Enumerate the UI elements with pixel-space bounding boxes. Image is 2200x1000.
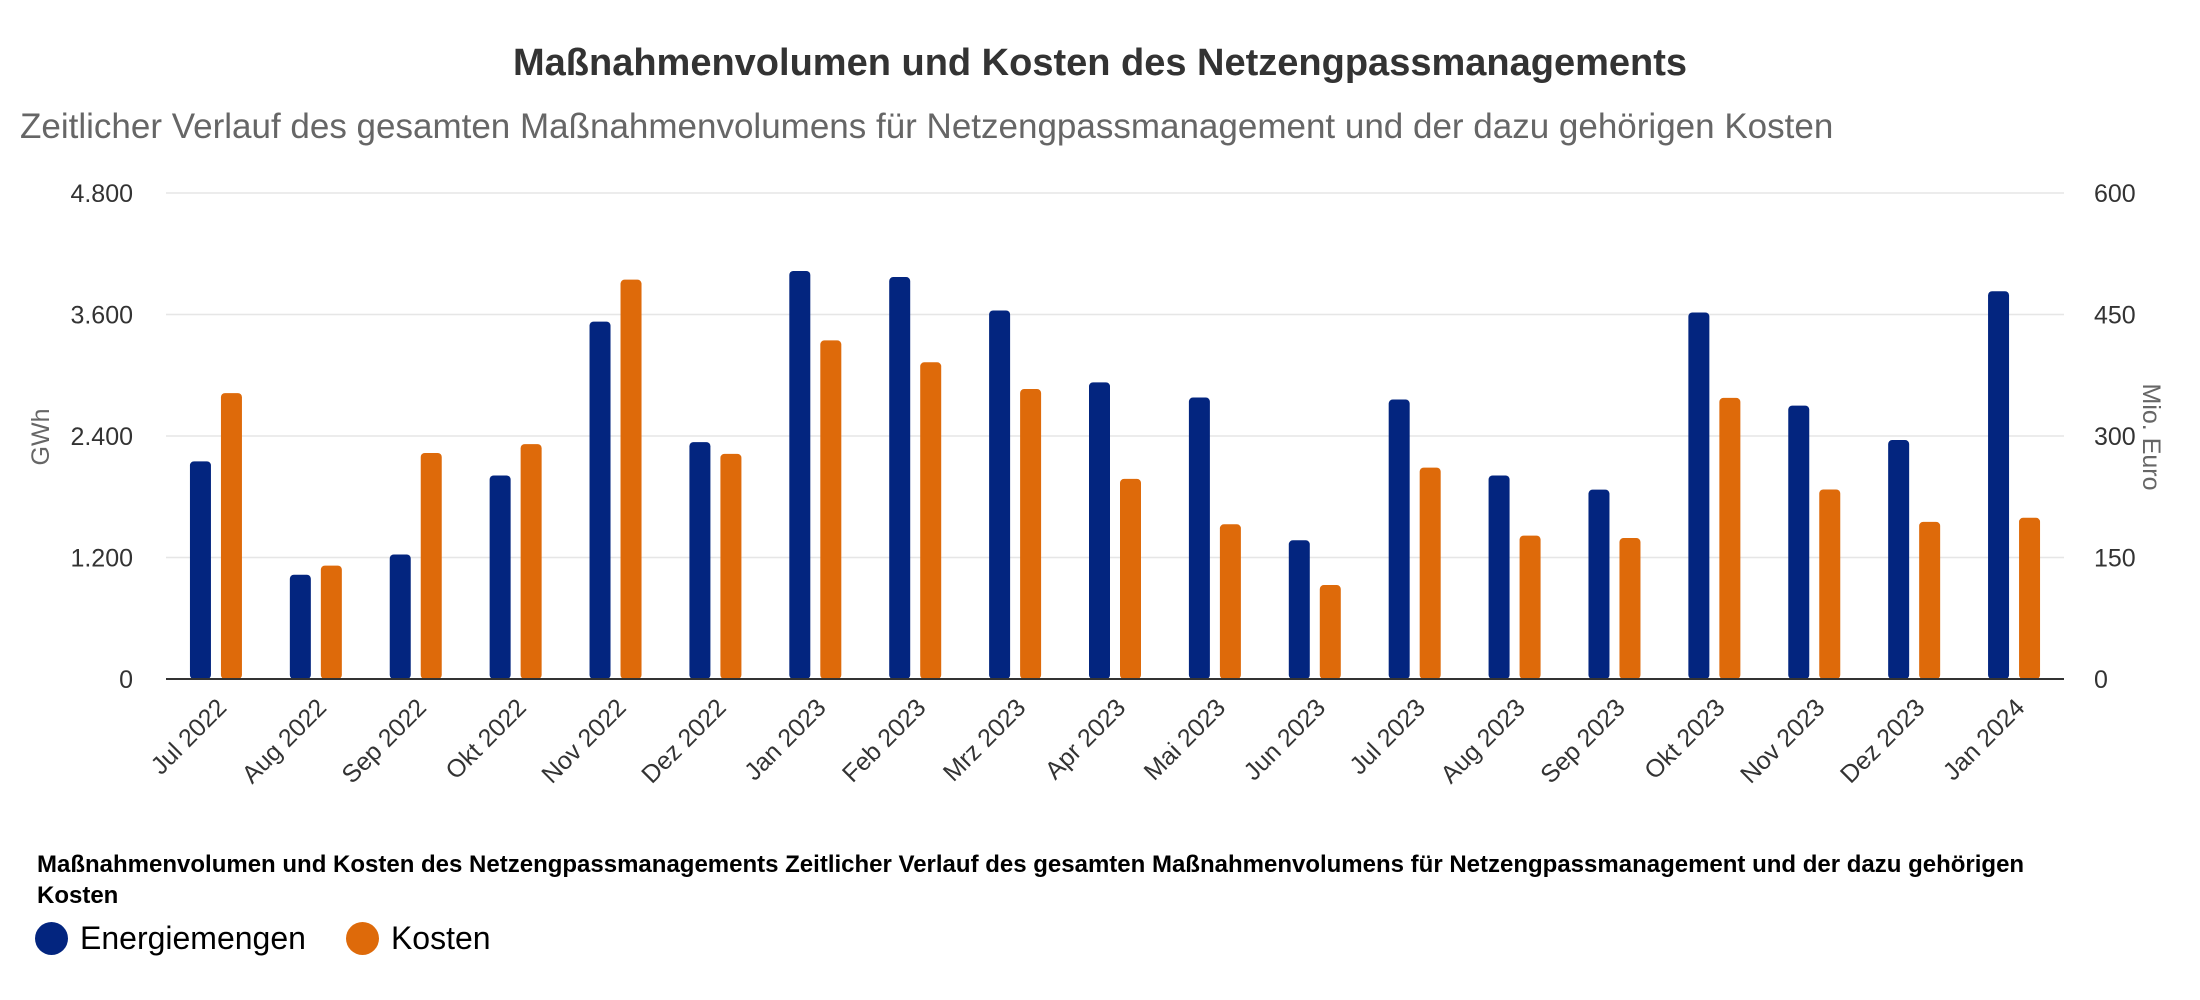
bar-energiemengen bbox=[1388, 399, 1410, 679]
x-tick-label: Nov 2022 bbox=[536, 693, 631, 788]
bar-kosten bbox=[1419, 467, 1441, 679]
bar-kosten bbox=[1619, 538, 1641, 679]
bar-energiemengen bbox=[389, 554, 411, 679]
legend-label-kosten: Kosten bbox=[390, 920, 491, 956]
bar-kosten bbox=[520, 444, 542, 679]
bar-kosten bbox=[1819, 489, 1841, 679]
bar-kosten bbox=[1020, 389, 1042, 679]
bar-kosten bbox=[620, 279, 642, 679]
chart-subtitle: Zeitlicher Verlauf des gesamten Maßnahme… bbox=[20, 107, 1834, 146]
chart-title: Maßnahmenvolumen und Kosten des Netzengp… bbox=[512, 42, 1687, 84]
x-tick-label: Mai 2023 bbox=[1139, 693, 1232, 786]
x-tick-label: Jan 2024 bbox=[1938, 693, 2031, 786]
bar-kosten bbox=[1519, 535, 1541, 679]
bar-energiemengen bbox=[1488, 475, 1510, 679]
bar-kosten bbox=[420, 453, 442, 679]
legend-marker-energiemengen bbox=[35, 922, 68, 955]
bar-kosten bbox=[820, 340, 842, 679]
y-tick-label-left: 1.200 bbox=[70, 545, 133, 573]
x-tick-label: Mrz 2023 bbox=[938, 693, 1031, 786]
legend-item-energiemengen[interactable]: Energiemengen bbox=[35, 920, 306, 957]
bar-energiemengen bbox=[789, 270, 811, 679]
bar-energiemengen bbox=[1988, 291, 2010, 679]
legend-item-kosten[interactable]: Kosten bbox=[345, 920, 491, 957]
x-tick-label: Jun 2023 bbox=[1238, 693, 1331, 786]
y-axis-title-left: GWh bbox=[27, 409, 55, 466]
bar-kosten bbox=[1919, 521, 1941, 679]
bar-kosten bbox=[1719, 397, 1741, 679]
x-tick-label: Jan 2023 bbox=[739, 693, 832, 786]
chart-plot: 0 1.200 2.400 3.600 4.800 0 150 300 450 600 GWh Mio… bbox=[27, 180, 2165, 789]
bar-energiemengen bbox=[1788, 405, 1810, 679]
x-tick-label: Okt 2023 bbox=[1639, 693, 1731, 785]
bar-energiemengen bbox=[1288, 540, 1310, 679]
x-tick-label: Aug 2022 bbox=[237, 693, 332, 788]
y-tick-label-right: 300 bbox=[2094, 423, 2136, 451]
y-tick-label-right: 150 bbox=[2094, 545, 2136, 573]
y-tick-label-right: 450 bbox=[2094, 302, 2136, 330]
x-tick-label: Aug 2023 bbox=[1435, 693, 1530, 788]
bar-energiemengen bbox=[989, 310, 1011, 679]
legend-marker-kosten bbox=[345, 922, 379, 955]
bar-energiemengen bbox=[1588, 489, 1610, 679]
x-tick-label: Jul 2023 bbox=[1344, 693, 1431, 780]
y-tick-label-left: 4.800 bbox=[70, 180, 133, 208]
y-tick-label-left: 3.600 bbox=[70, 302, 133, 330]
bar-energiemengen bbox=[689, 442, 711, 679]
bar-energiemengen bbox=[1888, 440, 1910, 679]
bar-kosten bbox=[1319, 585, 1341, 679]
bar-kosten bbox=[1120, 478, 1141, 679]
legend-label-energiemengen: Energiemengen bbox=[80, 920, 306, 956]
x-tick-label: Sep 2023 bbox=[1535, 693, 1630, 788]
y-axis-title-right: Mio. Euro bbox=[2137, 384, 2165, 491]
x-tick-label: Jul 2022 bbox=[146, 693, 233, 780]
bar-energiemengen bbox=[489, 475, 511, 679]
chart-legend: Energiemengen Kosten bbox=[35, 920, 531, 957]
x-tick-label: Feb 2023 bbox=[837, 693, 931, 787]
bar-kosten bbox=[720, 453, 742, 679]
bar-energiemengen bbox=[289, 574, 311, 679]
bar-energiemengen bbox=[589, 321, 611, 679]
y-tick-label-right: 600 bbox=[2094, 180, 2136, 208]
y-tick-label-left: 0 bbox=[119, 666, 133, 694]
bar-kosten bbox=[920, 362, 942, 679]
x-tick-label: Dez 2022 bbox=[636, 693, 731, 788]
bar-energiemengen bbox=[1089, 382, 1110, 679]
footer-caption: Maßnahmenvolumen und Kosten des Netzengp… bbox=[37, 851, 2025, 909]
x-tick-label: Dez 2023 bbox=[1835, 693, 1930, 788]
bar-energiemengen bbox=[189, 461, 211, 679]
bar-kosten bbox=[2019, 517, 2041, 679]
y-tick-label-right: 0 bbox=[2094, 666, 2108, 694]
x-tick-label: Nov 2023 bbox=[1735, 693, 1830, 788]
bar-energiemengen bbox=[1188, 397, 1210, 679]
x-tick-label: Sep 2022 bbox=[336, 693, 431, 788]
bar-kosten bbox=[320, 565, 342, 679]
bar-kosten bbox=[1219, 524, 1241, 679]
x-tick-label: Apr 2023 bbox=[1040, 693, 1132, 785]
x-tick-label: Okt 2022 bbox=[440, 693, 532, 785]
bar-energiemengen bbox=[1688, 312, 1710, 679]
y-tick-label-left: 2.400 bbox=[70, 423, 133, 451]
bar-kosten bbox=[220, 393, 242, 679]
bar-energiemengen bbox=[889, 277, 911, 679]
